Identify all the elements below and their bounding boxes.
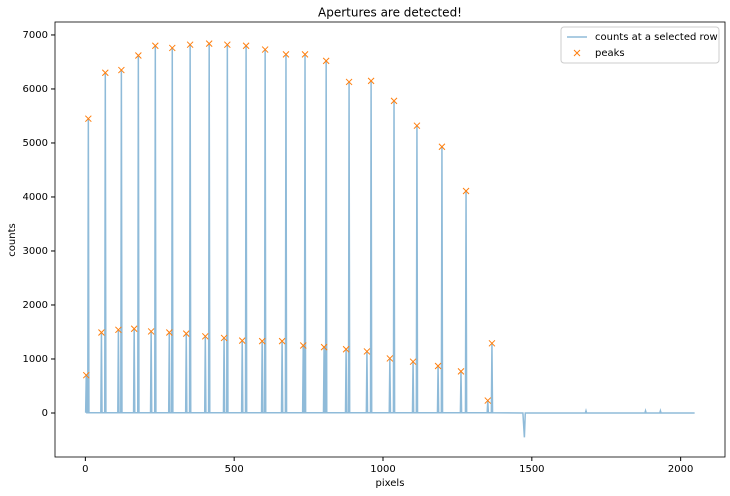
peak-marker [205, 40, 213, 47]
peak-marker [299, 342, 307, 349]
peak-marker [261, 46, 269, 53]
peak-marker [409, 358, 417, 366]
peak-marker [168, 44, 176, 52]
peak-marker [101, 69, 109, 77]
axes-frame [54, 21, 726, 458]
peak-marker [462, 187, 470, 195]
y-tick-label: 2000 [23, 300, 48, 311]
legend-label: counts at a selected row [595, 32, 718, 43]
y-tick-label: 5000 [23, 138, 48, 149]
plot-area [82, 40, 695, 438]
peak-marker [434, 362, 442, 370]
peak-marker [390, 97, 398, 105]
peak-marker [165, 329, 173, 336]
peak-marker [457, 368, 465, 375]
peak-marker [413, 122, 421, 130]
x-tick-label: 2000 [668, 464, 693, 475]
x-tick-label: 1000 [370, 464, 395, 475]
x-tick-label: 500 [225, 464, 244, 475]
peak-marker [130, 325, 138, 333]
peak-marker [484, 397, 492, 404]
peak-marker [320, 343, 328, 351]
y-tick-label: 0 [42, 408, 48, 419]
peak-marker [301, 51, 309, 58]
peak-marker [367, 77, 375, 85]
peak-marker [134, 52, 142, 59]
peak-marker [98, 329, 105, 336]
peak-marker [342, 345, 350, 353]
peak-marker [151, 42, 159, 50]
peak-marker [186, 41, 194, 49]
legend-swatch [573, 49, 581, 57]
peak-marker [242, 42, 250, 50]
y-axis-label: counts [7, 223, 18, 256]
peak-marker [488, 339, 496, 347]
peak-marker [282, 51, 290, 58]
peak-marker [438, 143, 446, 151]
peak-marker [118, 66, 125, 74]
peak-marker [182, 330, 190, 337]
peak-marker [258, 337, 266, 345]
peak-marker [386, 355, 394, 362]
peak-marker [84, 115, 92, 123]
peak-marker [220, 334, 228, 342]
peak-marker [82, 371, 90, 379]
y-tick-label: 6000 [23, 84, 48, 95]
y-tick-label: 4000 [23, 192, 48, 203]
x-axis-label: pixels [376, 478, 405, 489]
peak-marker [223, 41, 231, 49]
peak-marker [147, 328, 155, 335]
x-tick-label: 0 [82, 464, 88, 475]
y-tick-label: 7000 [23, 30, 48, 41]
y-tick-label: 3000 [23, 246, 48, 257]
peak-marker [201, 332, 209, 340]
y-tick-label: 1000 [23, 354, 48, 365]
legend-box [560, 26, 720, 64]
x-tick-label: 1500 [519, 464, 544, 475]
legend-label: peaks [595, 48, 625, 59]
chart-title: Apertures are detected! [318, 6, 462, 20]
peak-marker [345, 78, 353, 86]
peak-marker [278, 337, 286, 345]
peak-marker [363, 348, 371, 355]
peak-marker [322, 57, 330, 65]
peak-marker [115, 326, 122, 334]
peak-marker [238, 337, 246, 344]
